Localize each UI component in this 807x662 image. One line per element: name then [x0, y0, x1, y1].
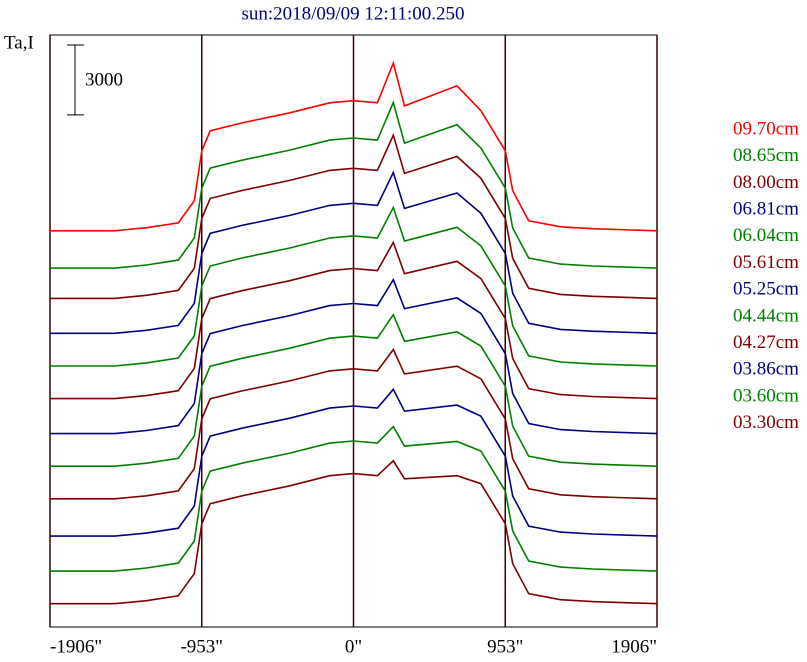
- series-line: [50, 425, 658, 572]
- chart-title: sun:2018/09/09 12:11:00.250: [241, 3, 464, 24]
- series-line: [50, 277, 658, 435]
- legend-label: 03.60cm: [733, 385, 799, 406]
- series-line: [50, 240, 658, 400]
- series-line: [50, 313, 658, 467]
- series-line: [50, 100, 658, 269]
- legend-label: 04.44cm: [733, 305, 799, 326]
- series-line: [50, 170, 658, 335]
- legend-label: 09.70cm: [733, 118, 799, 139]
- legend-label: 08.00cm: [733, 172, 799, 193]
- legend-label: 05.61cm: [733, 252, 799, 273]
- series-line: [50, 205, 658, 367]
- legend-label: 06.04cm: [733, 225, 799, 246]
- x-tick-label: -953": [180, 636, 223, 657]
- series-line: [50, 60, 658, 232]
- legend-label: 08.65cm: [733, 145, 799, 166]
- x-tick-label: 1906": [611, 636, 657, 657]
- x-tick-label: -1906": [50, 636, 102, 657]
- series-line: [50, 132, 658, 300]
- series-line: [50, 459, 658, 605]
- series-line: [50, 348, 658, 500]
- x-tick-label: 0": [345, 636, 362, 657]
- x-tick-label: 953": [487, 636, 523, 657]
- legend-label: 04.27cm: [733, 332, 799, 353]
- scale-bar-label: 3000: [85, 69, 123, 90]
- legend-label: 05.25cm: [733, 279, 799, 300]
- series-line: [50, 387, 658, 537]
- y-axis-label: Ta,I: [4, 32, 34, 53]
- legend-label: 03.30cm: [733, 412, 799, 433]
- legend-label: 06.81cm: [733, 198, 799, 219]
- legend-label: 03.86cm: [733, 359, 799, 380]
